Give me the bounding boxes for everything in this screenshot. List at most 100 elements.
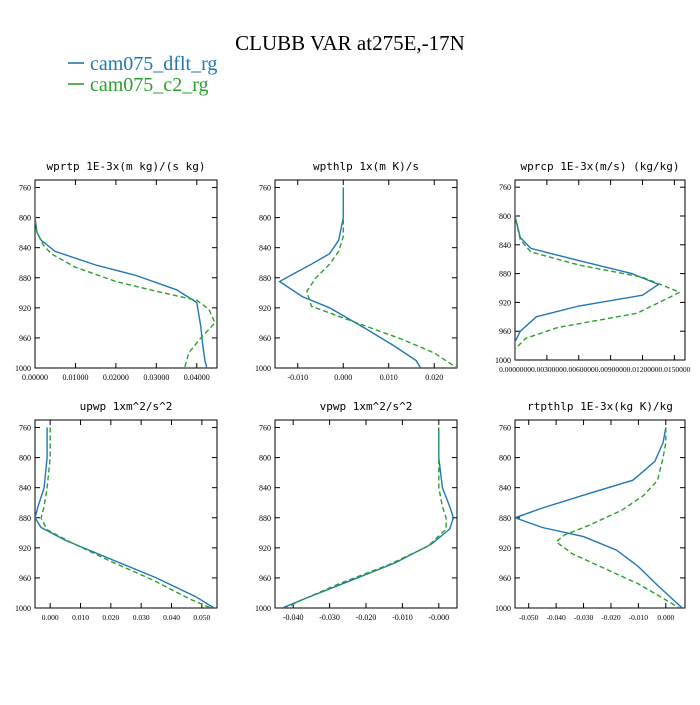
y-tick-label: 800 — [499, 454, 511, 463]
y-tick-label: 840 — [259, 244, 271, 253]
x-tick-label: 0.010 — [72, 613, 89, 622]
panel-title: wprtp 1E-3x(m kg)/(s kg) — [47, 160, 206, 173]
panel-grid: wprtp 1E-3x(m kg)/(s kg) 0.00000 0.01000 0.… — [15, 160, 691, 622]
y-tick-label: 840 — [19, 484, 31, 493]
y-tick-label: 1000 — [495, 604, 511, 613]
panel-5: vpwp 1xm^2/s^2 -0.040 -0.030 -0.020 -0.010 -0… — [255, 400, 458, 622]
series-line-dflt — [515, 187, 660, 360]
panel-title: rtpthlp 1E-3x(kg K)/kg — [527, 400, 673, 413]
series-line-c2 — [285, 427, 447, 608]
y-tick-label: 920 — [19, 544, 31, 553]
series-line-dflt — [35, 187, 208, 368]
plot-frame — [274, 179, 458, 369]
y-tick-label: 960 — [499, 327, 511, 336]
legend-label-c2: cam075_c2_rg — [90, 74, 209, 96]
y-tick-label: 880 — [259, 514, 271, 523]
y-tick-label: 800 — [259, 214, 271, 223]
panel-4: upwp 1xm^2/s^2 0.000 0.010 0.020 0.030 0.040 0… — [15, 400, 218, 622]
y-tick-label: 920 — [259, 544, 271, 553]
y-tick-label: 1000 — [15, 604, 31, 613]
x-tick-label: -0.020 — [356, 613, 377, 622]
x-tick-label: 0.010 — [380, 373, 398, 382]
plot-frame — [514, 179, 686, 361]
series-line-c2 — [40, 427, 212, 608]
y-tick-label: 960 — [19, 334, 31, 343]
x-tick-label: -0.010 — [392, 613, 413, 622]
x-tick-label: 0.0000000 — [499, 365, 531, 374]
y-tick-label: 760 — [499, 424, 511, 433]
y-tick-label: 1000 — [255, 604, 271, 613]
y-tick-label: 920 — [19, 304, 31, 313]
y-tick-label: 1000 — [255, 364, 271, 373]
x-tick-label: 0.03000 — [143, 373, 169, 382]
panel-2: wpthlp 1x(m K)/s -0.010 0.000 0.010 0.020 760… — [255, 160, 458, 382]
x-tick-label: -0.010 — [629, 613, 649, 622]
x-tick-label: 0.000 — [657, 613, 674, 622]
x-tick-label: 0.030 — [133, 613, 150, 622]
y-tick-label: 1000 — [495, 356, 511, 365]
y-tick-label: 840 — [499, 241, 511, 250]
x-tick-label: -0.040 — [546, 613, 566, 622]
plot-frame — [274, 419, 458, 609]
x-tick-label: -0.040 — [283, 613, 304, 622]
plot-frame — [34, 419, 218, 609]
y-tick-label: 840 — [19, 244, 31, 253]
series-line-c2 — [306, 187, 457, 368]
y-tick-label: 800 — [19, 454, 31, 463]
y-tick-label: 880 — [499, 270, 511, 279]
panel-title: wprcp 1E-3x(m/s) (kg/kg) — [521, 160, 680, 173]
y-tick-label: 880 — [259, 274, 271, 283]
x-tick-label: 0.0120000 — [627, 365, 659, 374]
y-tick-label: 800 — [259, 454, 271, 463]
plot-frame — [34, 179, 218, 369]
y-tick-label: 760 — [19, 184, 31, 193]
x-tick-label: 0.000 — [334, 373, 352, 382]
x-tick-label: 0.04000 — [184, 373, 210, 382]
figure-title: CLUBB VAR at275E,-17N — [235, 31, 465, 55]
x-tick-label: 0.00000 — [22, 373, 48, 382]
x-tick-label: 0.020 — [102, 613, 119, 622]
x-tick-label: 0.0030000 — [531, 365, 563, 374]
y-tick-label: 960 — [259, 574, 271, 583]
x-tick-label: 0.000 — [42, 613, 59, 622]
x-tick-label: -0.050 — [519, 613, 539, 622]
y-tick-label: 800 — [499, 212, 511, 221]
x-tick-label: -0.020 — [601, 613, 621, 622]
y-tick-label: 960 — [259, 334, 271, 343]
panel-title: vpwp 1xm^2/s^2 — [320, 400, 413, 413]
x-tick-label: -0.010 — [287, 373, 308, 382]
y-tick-label: 960 — [499, 574, 511, 583]
y-tick-label: 840 — [499, 484, 511, 493]
x-tick-label: 0.040 — [163, 613, 180, 622]
x-tick-label: 0.01000 — [62, 373, 88, 382]
panel-3: wprcp 1E-3x(m/s) (kg/kg) 0.0000000 0.00300… — [495, 160, 691, 374]
series-line-c2 — [515, 187, 682, 360]
x-tick-label: 0.020 — [425, 373, 443, 382]
panel-6: rtpthlp 1E-3x(kg K)/kg -0.050 -0.040 -0.030… — [495, 400, 686, 622]
y-tick-label: 760 — [499, 183, 511, 192]
legend-label-dflt: cam075_dflt_rg — [90, 53, 217, 75]
x-tick-label: -0.000 — [428, 613, 449, 622]
series-line-c2 — [35, 187, 216, 368]
plot-frame — [514, 419, 686, 609]
y-tick-label: 920 — [499, 544, 511, 553]
x-tick-label: 0.02000 — [103, 373, 129, 382]
series-line-dflt — [35, 427, 215, 608]
y-tick-label: 920 — [499, 298, 511, 307]
y-tick-label: 880 — [499, 514, 511, 523]
series-line-dflt — [278, 187, 422, 368]
y-tick-label: 880 — [19, 274, 31, 283]
y-tick-label: 840 — [259, 484, 271, 493]
y-tick-label: 880 — [19, 514, 31, 523]
y-tick-label: 760 — [259, 184, 271, 193]
x-tick-label: 0.0150000 — [658, 365, 690, 374]
panel-1: wprtp 1E-3x(m kg)/(s kg) 0.00000 0.01000 0.… — [15, 160, 218, 382]
x-tick-label: -0.030 — [319, 613, 340, 622]
series-line-c2 — [554, 427, 680, 608]
y-tick-label: 800 — [19, 214, 31, 223]
panel-title: upwp 1xm^2/s^2 — [80, 400, 173, 413]
y-tick-label: 760 — [259, 424, 271, 433]
panel-title: wpthlp 1x(m K)/s — [313, 160, 419, 173]
